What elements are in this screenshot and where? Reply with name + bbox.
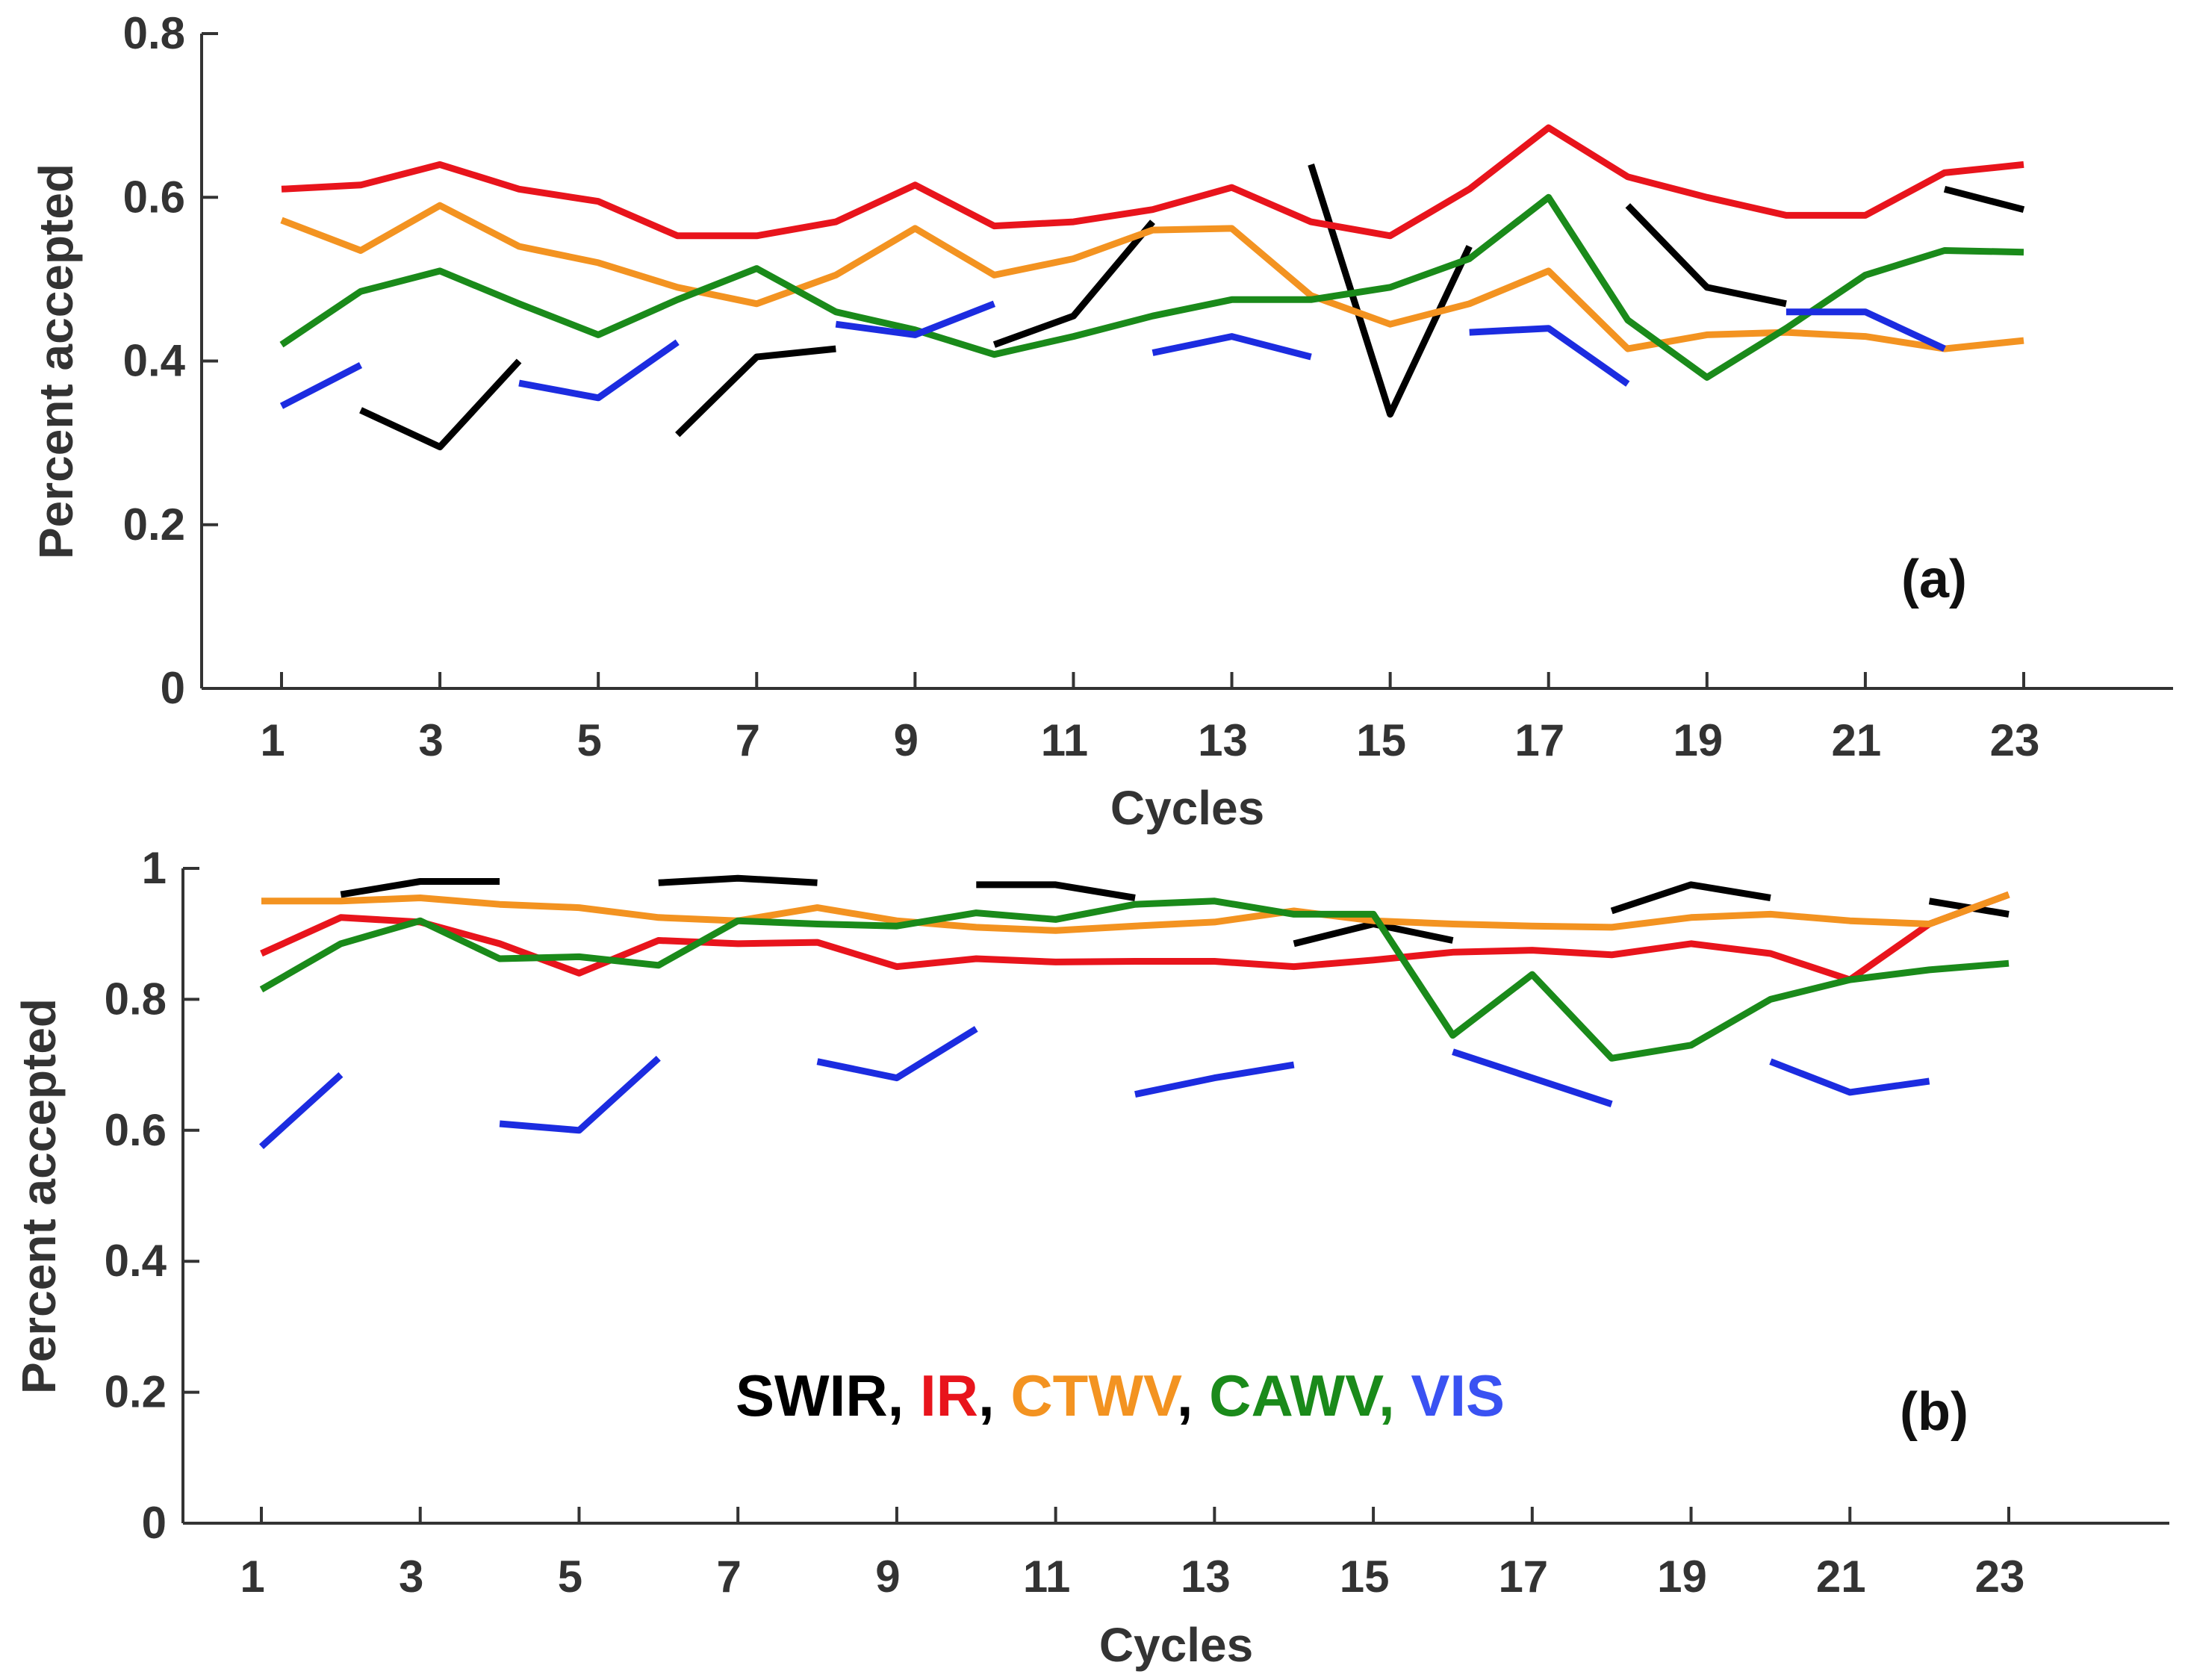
- legend-item: VIS: [1411, 1363, 1505, 1428]
- x-tick-label: 13: [1198, 715, 1248, 765]
- x-tick-label: 21: [1832, 715, 1882, 765]
- series-line-swir: [992, 220, 1155, 348]
- x-tick-label: 11: [1023, 1552, 1070, 1602]
- series-line-vis: [518, 339, 680, 402]
- x-tick-label: 19: [1657, 1552, 1707, 1602]
- series-line-cawv: [259, 897, 2010, 1062]
- y-tick-label: 0.8: [123, 8, 185, 58]
- x-tick-label: 3: [399, 1552, 423, 1602]
- x-tick-label: 1: [260, 715, 285, 765]
- series-line-swir: [359, 358, 522, 451]
- series-line-ir: [281, 124, 2024, 240]
- x-tick-label: 5: [576, 715, 601, 765]
- y-axis-title: Percent accepted: [29, 164, 83, 559]
- y-tick-label: 0.4: [105, 1236, 167, 1286]
- series-line-swir: [675, 345, 836, 438]
- y-tick-label: 0.8: [105, 974, 167, 1024]
- legend-item: ,: [978, 1363, 1010, 1428]
- series-line-ctwv: [280, 202, 2024, 352]
- x-tick-label: 5: [558, 1552, 582, 1602]
- x-tick-label: 17: [1498, 1552, 1548, 1602]
- x-tick-label: 15: [1340, 1552, 1390, 1602]
- series-line-swir: [340, 878, 500, 898]
- x-tick-label: 11: [1041, 715, 1088, 765]
- series-line-vis: [1785, 308, 1946, 352]
- legend-item: CTWV: [1010, 1363, 1182, 1428]
- y-tick-label: 0.6: [105, 1105, 167, 1155]
- legend-item: CAWV,: [1209, 1363, 1411, 1428]
- series-line-ctwv: [261, 891, 2010, 934]
- series-line-vis: [1452, 1048, 1613, 1107]
- series-line-swir: [976, 881, 1136, 901]
- legend-item: ,: [888, 1363, 920, 1428]
- y-tick-label: 0.2: [105, 1367, 167, 1417]
- series-ctwv: [280, 202, 2024, 352]
- x-tick-label: 7: [736, 715, 760, 765]
- panel-a: 00.20.40.60.81 3 5 7 9 11 13 15 17 19 21 23CyclesPe…: [29, 8, 2173, 835]
- y-tick-label: 0: [161, 663, 185, 713]
- series-vis: [258, 1026, 1930, 1150]
- panel-b: 00.20.40.60.811 3 5 7 9 11 13 15 17 19 21 23CyclesP…: [12, 843, 2169, 1672]
- y-tick-label: 0.4: [123, 336, 186, 386]
- series-line-vis: [1134, 1061, 1295, 1098]
- series-line-swir: [1293, 921, 1454, 948]
- series-line-cawv: [279, 193, 2024, 381]
- series-ctwv: [261, 891, 2010, 934]
- series-line-vis: [1152, 333, 1312, 361]
- y-axis-title: Percent accepted: [12, 998, 66, 1394]
- legend-item: SWIR: [736, 1363, 888, 1428]
- x-tick-label: 3: [418, 715, 443, 765]
- panel-label: (a): [1901, 550, 1967, 609]
- series-line-swir: [1308, 164, 1473, 418]
- series-vis: [279, 300, 1946, 409]
- series-line-vis: [258, 1071, 344, 1150]
- x-tick-label: 19: [1673, 715, 1723, 765]
- series-cawv: [259, 897, 2010, 1062]
- y-tick-label: 1: [142, 843, 167, 893]
- x-tick-label: 9: [894, 715, 919, 765]
- series-swir: [359, 164, 2025, 451]
- series-line-vis: [499, 1055, 661, 1134]
- series-line-vis: [279, 362, 363, 409]
- panel-label: (b): [1900, 1382, 1968, 1442]
- x-tick-label: 9: [875, 1552, 900, 1602]
- series-line-swir: [658, 874, 818, 886]
- y-tick-label: 0.2: [123, 500, 185, 550]
- series-line-vis: [835, 300, 996, 338]
- y-tick-label: 0: [142, 1498, 167, 1548]
- series-ir: [281, 124, 2024, 240]
- x-tick-label: 17: [1514, 715, 1564, 765]
- y-tick-label: 0.6: [123, 172, 185, 222]
- series-line-ir: [260, 891, 2010, 983]
- legend-item: IR: [920, 1363, 978, 1428]
- legend: SWIR, IR, CTWV, CAWV, VIS: [736, 1363, 1505, 1428]
- series-line-vis: [816, 1026, 978, 1082]
- x-tick-label: 21: [1816, 1552, 1866, 1602]
- series-ir: [260, 891, 2010, 983]
- x-tick-label: 13: [1181, 1552, 1231, 1602]
- x-tick-label: 7: [716, 1552, 741, 1602]
- x-axis-title: Cycles: [1099, 1618, 1253, 1672]
- x-tick-label: 23: [1975, 1552, 2025, 1602]
- series-line-vis: [1469, 325, 1630, 387]
- x-tick-label: 1: [240, 1552, 264, 1602]
- x-tick-label: 23: [1990, 715, 2040, 765]
- series-line-vis: [1769, 1058, 1930, 1096]
- x-tick-label: 15: [1356, 715, 1406, 765]
- series-line-swir: [1625, 203, 1787, 308]
- series-line-swir: [1943, 185, 2025, 214]
- x-axis-title: Cycles: [1110, 781, 1264, 835]
- legend-item: ,: [1177, 1363, 1209, 1428]
- series-line-swir: [1610, 881, 1771, 915]
- series-cawv: [279, 193, 2024, 381]
